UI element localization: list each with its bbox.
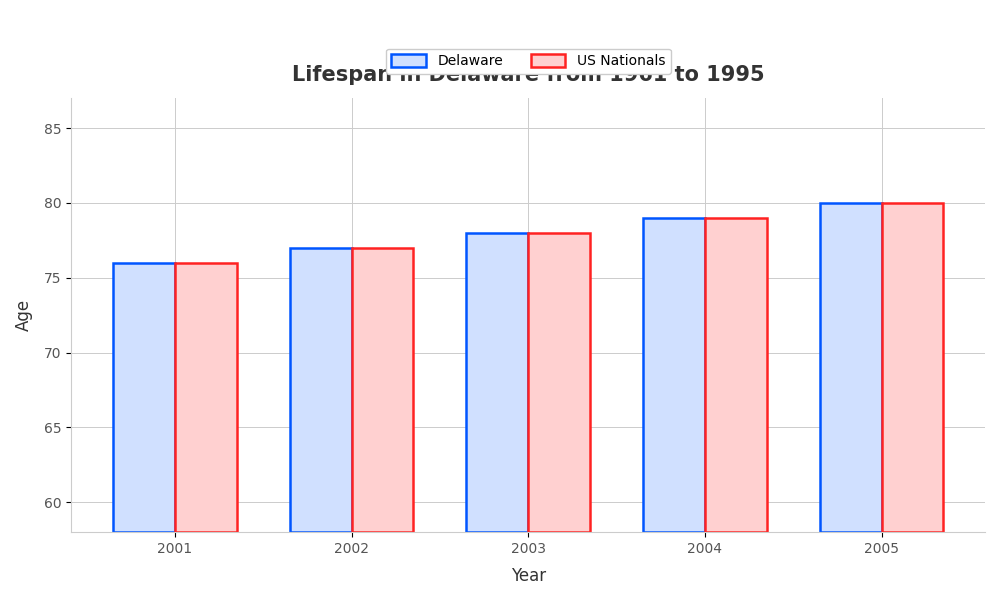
Bar [528,233,590,532]
X-axis label: Year: Year [511,567,546,585]
Bar [290,248,352,532]
Bar [643,218,705,532]
Bar [113,263,175,532]
Bar [175,263,237,532]
Bar [352,248,413,532]
Title: Lifespan in Delaware from 1961 to 1995: Lifespan in Delaware from 1961 to 1995 [292,65,765,85]
Bar [882,203,943,532]
Bar [466,233,528,532]
Legend: Delaware, US Nationals: Delaware, US Nationals [386,49,671,74]
Y-axis label: Age: Age [15,299,33,331]
Bar [820,203,882,532]
Bar [705,218,767,532]
